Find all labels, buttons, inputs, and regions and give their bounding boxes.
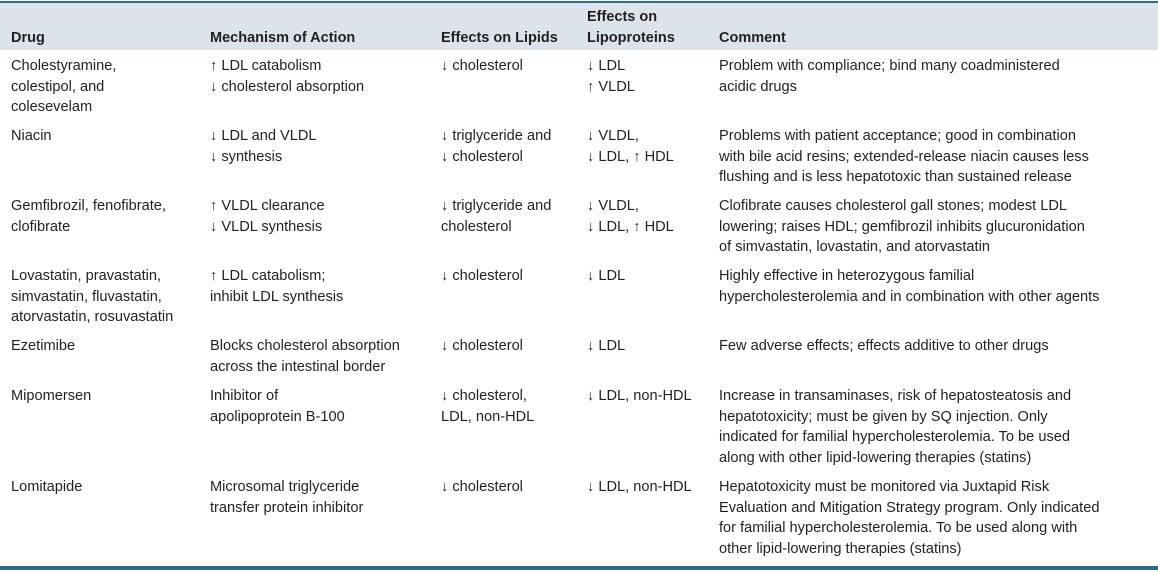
cell-lipids: cholesterol [441,218,512,235]
cell-comment: along with other lipid-lowering therapie… [719,449,1032,466]
cell-drug: simvastatin, fluvastatin, [11,288,162,305]
cell-comment: lowering; raises HDL; gemfibrozil inhibi… [719,218,1085,235]
cell-mechanism: Blocks cholesterol absorption [210,338,400,354]
cell-mechanism: across the intestinal border [210,358,386,375]
cell-comment: flushing and is less hepatotoxic than su… [719,169,1072,185]
cell-drug: Mipomersen [11,388,92,404]
cell-drug: Ezetimibe [11,338,76,354]
cell-drug: Gemfibrozil, fenofibrate, [11,198,166,214]
cell-mechanism: Microsomal triglyceride [210,479,360,495]
cell-comment: Few adverse effects; effects additive to… [719,338,1049,354]
header-lipids: Effects on Lipids [441,30,558,46]
cell-mechanism: ↓ cholesterol absorption [210,78,365,95]
cell-drug: Niacin [11,128,52,144]
cell-lipoproteins: ↓ LDL, non-HDL [587,479,692,495]
header-comment: Comment [719,30,786,46]
cell-mechanism: Inhibitor of [210,388,279,404]
cell-comment: Clofibrate causes cholesterol gall stone… [719,198,1067,214]
cell-mechanism: ↓ VLDL synthesis [210,218,323,235]
cell-lipoproteins: ↓ LDL [587,338,626,354]
cell-drug: clofibrate [11,218,71,235]
cell-lipoproteins: ↓ LDL, ↑ HDL [587,218,674,235]
cell-lipids: ↓ cholesterol [441,268,523,284]
cell-lipoproteins: ↓ LDL [587,58,626,74]
cell-lipids: ↓ cholesterol [441,338,523,354]
cell-lipoproteins: ↓ VLDL, [587,128,639,144]
header-drug: Drug [11,30,45,46]
cell-lipoproteins: ↓ LDL, ↑ HDL [587,148,674,165]
cell-drug: colesevelam [11,99,93,115]
cell-lipids: ↓ cholesterol [441,148,523,165]
cell-comment: indicated for familial hypercholesterole… [719,429,1070,445]
cell-drug: Lovastatin, pravastatin, [11,268,162,284]
cell-mechanism: transfer protein inhibitor [210,499,364,516]
cell-mechanism: apolipoprotein B-100 [210,408,345,425]
cell-lipoproteins: ↓ LDL [587,268,626,284]
cell-lipids: ↓ triglyceride and [441,128,552,144]
top-rule [0,1,1158,3]
cell-comment: of simvastatin, lovastatin, and atorvast… [719,239,990,255]
cell-lipids: ↓ cholesterol [441,479,523,495]
cell-comment: other lipid-lowering therapies (statins) [719,540,962,557]
cell-drug: atorvastatin, rosuvastatin [11,309,174,325]
cell-mechanism: ↑ LDL catabolism; [210,268,326,284]
cell-mechanism: ↓ LDL and VLDL [210,128,317,144]
cell-comment: with bile acid resins; extended-release … [719,148,1089,165]
cell-lipids: ↓ cholesterol, [441,388,527,404]
cell-comment: for familial hypercholesterolemia. To be… [719,520,1078,536]
cell-comment: Problem with compliance; bind many coadm… [719,58,1060,74]
bottom-rule [0,566,1158,570]
header-lipoproteins-line1: Effects on [587,9,658,25]
cell-comment: Problems with patient acceptance; good i… [719,128,1076,144]
cell-comment: Evaluation and Mitigation Strategy progr… [719,499,1100,516]
cell-mechanism: inhibit LDL synthesis [210,288,344,305]
cell-lipoproteins: ↑ VLDL [587,78,635,95]
cell-lipids: ↓ cholesterol [441,58,523,74]
header-lipoproteins-line2: Lipoproteins [587,30,675,46]
cell-comment: hepatotoxicity; must be given by SQ inje… [719,408,1048,425]
cell-drug: colestipol, and [11,78,105,95]
cell-lipoproteins: ↓ VLDL, [587,198,639,214]
cell-mechanism: ↑ VLDL clearance [210,198,325,214]
header-mechanism: Mechanism of Action [210,30,356,46]
cell-drug: Lomitapide [11,479,83,495]
cell-comment: Hepatotoxicity must be monitored via Jux… [719,479,1050,495]
cell-lipoproteins: ↓ LDL, non-HDL [587,388,692,404]
cell-comment: Increase in transaminases, risk of hepat… [719,388,1072,404]
cell-lipids: ↓ triglyceride and [441,198,552,214]
cell-drug: Cholestyramine, [11,58,117,74]
cell-mechanism: ↓ synthesis [210,148,283,165]
cell-comment: Highly effective in heterozygous familia… [719,268,975,284]
cell-lipids: LDL, non-HDL [441,408,535,425]
cell-comment: hypercholesterolemia and in combination … [719,288,1100,305]
cell-comment: acidic drugs [719,78,797,95]
cell-mechanism: ↑ LDL catabolism [210,58,322,74]
table-header: Drug Mechanism of Action Effects on Lipi… [0,3,1158,50]
